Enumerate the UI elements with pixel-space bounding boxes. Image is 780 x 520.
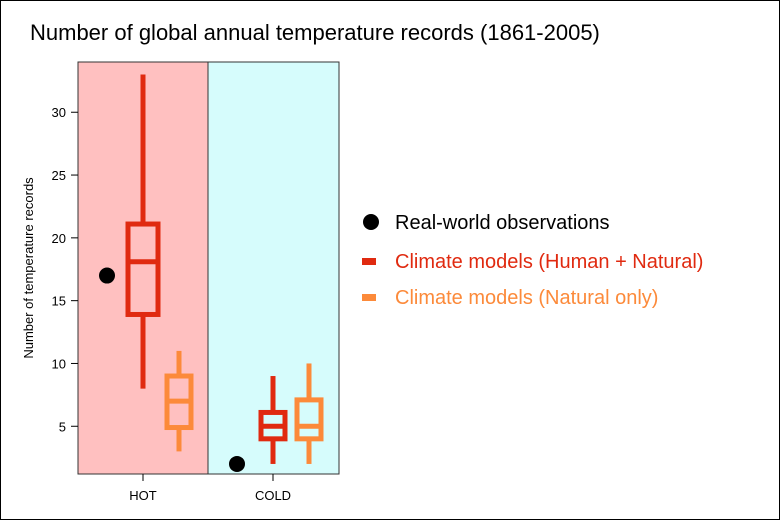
y-axis: 5 10 15 20 25 30 [52,105,78,434]
y-tick-label-5: 5 [59,419,66,434]
chart-title: Number of global annual temperature reco… [30,20,600,45]
observation-point-cold [229,455,245,472]
y-tick-label-10: 10 [52,356,66,371]
y-tick-label-20: 20 [52,231,66,246]
box-human-natural-hot [125,221,161,317]
chart-marks [99,74,324,472]
x-axis: HOT COLD [129,474,291,503]
box-natural-only-cold [294,397,324,442]
legend-human-natural-marker [362,258,376,265]
x-tick-label-hot: HOT [129,488,157,503]
y-tick-label-30: 30 [52,105,66,120]
x-tick-label-cold: COLD [255,488,291,503]
y-axis-label: Number of temperature records [21,177,36,359]
legend-human-natural-label: Climate models (Human + Natural) [395,251,703,273]
plot-area [77,61,340,475]
observation-point-hot [99,267,115,284]
legend: Real-world observations Climate models (… [362,212,703,309]
legend-natural-only-marker [362,294,376,301]
legend-observations-label: Real-world observations [395,212,610,234]
y-tick-label-25: 25 [52,168,66,183]
y-tick-label-15: 15 [52,294,66,309]
legend-observations-marker [363,214,379,230]
plot-border [77,61,340,475]
legend-natural-only-label: Climate models (Natural only) [395,287,658,309]
